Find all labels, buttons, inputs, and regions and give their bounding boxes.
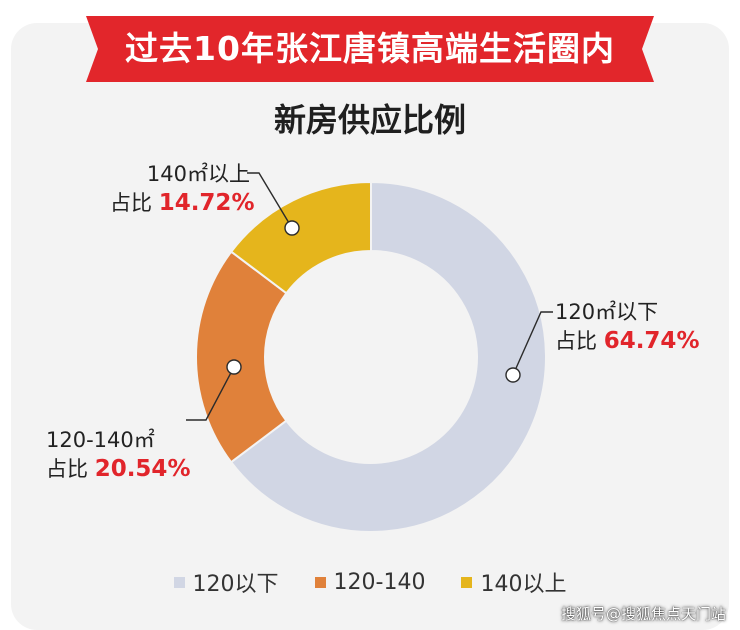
slice-140-above (229, 180, 372, 295)
title-banner (86, 16, 654, 82)
legend-swatch-120-140 (314, 576, 326, 588)
annotation-120-below-prefix: 占比 (555, 329, 597, 353)
leader-120-140 (186, 366, 235, 421)
legend-item-120-below: 120以下 (173, 566, 279, 598)
annotation-140-above-prefix: 占比 (110, 191, 152, 215)
annotation-140-above: 140㎡以上 占比 14.72% (110, 160, 254, 218)
annotation-120-140: 120-140㎡ 占比 20.54% (46, 426, 190, 484)
legend-label-140-above: 140以上 (480, 572, 567, 597)
watermark: 搜狐号@搜狐焦点天门站 (560, 605, 726, 623)
leader-120-below-dot (505, 367, 521, 383)
slice-120-below (229, 180, 547, 533)
chart-title: 新房供应比例 (273, 101, 466, 139)
leader-120-140-dot (226, 359, 242, 375)
banner-title: 过去10年张江唐镇高端生活圈内 (125, 29, 615, 68)
annotation-120-below-label: 120㎡以下 (555, 300, 659, 324)
annotation-140-above-pct: 14.72% (158, 190, 255, 216)
slice-120-140 (195, 250, 288, 464)
annotation-120-below-pct: 64.74% (603, 328, 700, 354)
legend: 120以下 120-140 140以上 (0, 566, 740, 598)
annotation-120-140-pct: 20.54% (94, 456, 191, 482)
legend-label-120-below: 120以下 (192, 572, 279, 597)
leader-140-above-dot (284, 220, 300, 236)
annotation-120-140-prefix: 占比 (46, 457, 88, 481)
annotation-120-140-label: 120-140㎡ (46, 428, 155, 452)
legend-swatch-120-below (173, 576, 185, 588)
legend-label-120-140: 120-140 (333, 569, 426, 595)
annotation-120-below: 120㎡以下 占比 64.74% (555, 298, 699, 356)
leader-120-below (512, 311, 553, 376)
legend-item-120-140: 120-140 (314, 566, 426, 598)
annotation-140-above-label: 140㎡以上 (146, 162, 250, 186)
legend-item-140-above: 140以上 (461, 566, 566, 598)
leader-140-above (247, 172, 293, 229)
legend-swatch-140-above (461, 576, 473, 588)
